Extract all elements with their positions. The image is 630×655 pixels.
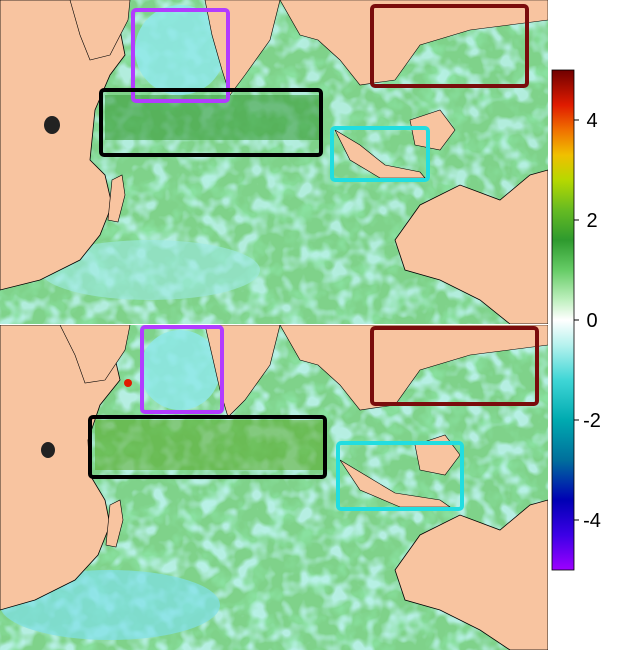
landmass-india — [204, 0, 281, 96]
anomaly-arabian-sea — [140, 330, 220, 410]
lake-victoria — [44, 116, 60, 134]
landmass-se-asia — [279, 0, 548, 86]
colorbar-tick-label: 4 — [586, 110, 597, 132]
landmass-borneo — [409, 109, 456, 151]
landmass-australia — [394, 499, 548, 650]
landmass-arabia — [59, 325, 131, 384]
map-panel-top — [0, 0, 548, 324]
landmass-indonesia — [339, 459, 451, 508]
anomaly-arabian-sea — [135, 5, 225, 95]
red-spot — [124, 379, 132, 387]
region-box-black — [99, 88, 323, 157]
anomaly-south — [40, 240, 260, 300]
region-box-darkred — [370, 4, 529, 88]
colorbar-tick-label: -4 — [583, 510, 601, 532]
colorbar-gradient — [551, 69, 575, 571]
colorbar-tick-label: 2 — [586, 210, 597, 232]
landmass-madagascar — [107, 174, 126, 223]
region-box-purple — [140, 325, 224, 414]
colorbar-tick-label: 0 — [586, 310, 597, 332]
region-box-darkred — [370, 326, 539, 406]
landmass-indonesia — [334, 129, 426, 179]
region-box-black — [88, 415, 327, 479]
region-box-purple — [131, 8, 230, 103]
landmass-arabia — [69, 0, 131, 61]
region-box-cyan — [336, 441, 464, 511]
landmass-australia — [394, 169, 548, 324]
colorbar: 4 2 0 -2 -4 — [548, 0, 630, 650]
lake-victoria — [41, 442, 55, 458]
map-panel-bottom — [0, 325, 548, 650]
anomaly-band — [95, 420, 325, 470]
landmass-madagascar — [105, 499, 124, 548]
region-box-cyan — [330, 126, 430, 182]
colorbar-tick-label: -2 — [583, 410, 601, 432]
